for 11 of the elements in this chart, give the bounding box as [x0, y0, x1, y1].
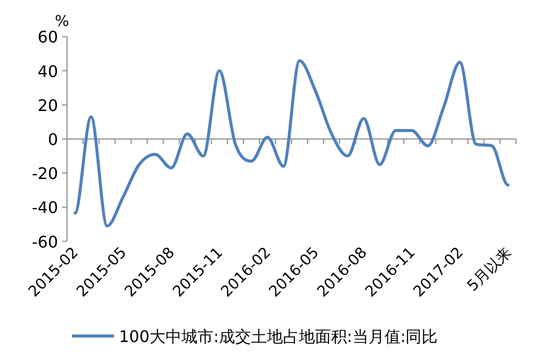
legend-label: 100大中城市:成交土地占地面积:当月值:同比 — [119, 327, 438, 346]
y-tick-label: 20 — [38, 96, 58, 115]
line-series — [74, 59, 510, 228]
x-tick-label: 5月以来 — [464, 243, 515, 295]
y-tick-label: -60 — [32, 232, 58, 252]
y-tick-label: -40 — [32, 198, 58, 218]
y-tick-label: 60 — [38, 28, 58, 47]
y-tick-label: 0 — [48, 130, 58, 149]
y-axis-title: % — [54, 12, 70, 30]
y-tick-label: 40 — [38, 62, 58, 81]
y-tick-label: -20 — [32, 164, 58, 184]
